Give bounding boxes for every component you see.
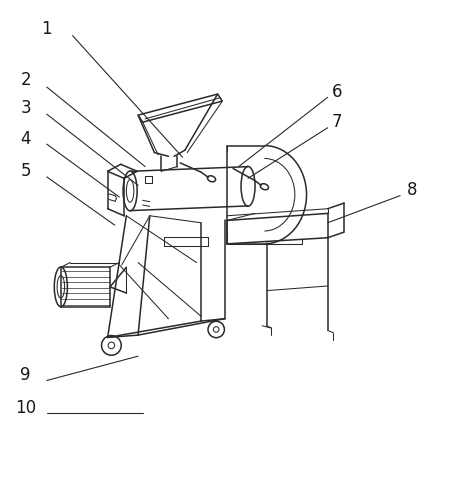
Text: 6: 6 (332, 83, 342, 101)
Text: 2: 2 (21, 71, 31, 89)
Text: 8: 8 (407, 181, 417, 199)
Text: 10: 10 (15, 398, 37, 417)
Text: 7: 7 (332, 113, 342, 131)
Text: 3: 3 (21, 99, 31, 117)
Text: 9: 9 (21, 366, 31, 384)
Text: 5: 5 (21, 162, 31, 180)
Text: 4: 4 (21, 129, 31, 147)
Text: 1: 1 (42, 19, 52, 38)
